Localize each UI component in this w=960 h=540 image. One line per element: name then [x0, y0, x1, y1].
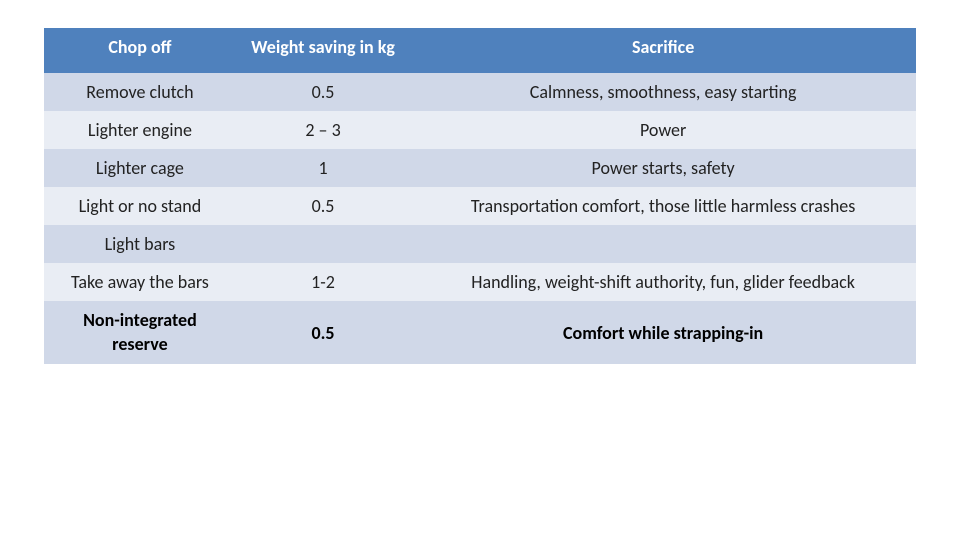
- table-cell: 0.5: [236, 301, 410, 364]
- table-cell: Power starts, safety: [410, 149, 916, 187]
- table-head: Chop off Weight saving in kg Sacrifice: [44, 28, 916, 73]
- table-row: Take away the bars1-2Handling, weight-sh…: [44, 263, 916, 301]
- header-row: Chop off Weight saving in kg Sacrifice: [44, 28, 916, 73]
- table-cell: Lighter cage: [44, 149, 236, 187]
- table-row: Lighter engine2 – 3Power: [44, 111, 916, 149]
- table-cell: 2 – 3: [236, 111, 410, 149]
- table-cell: Take away the bars: [44, 263, 236, 301]
- table-row: Light bars: [44, 225, 916, 263]
- table-cell: [236, 225, 410, 263]
- header-cell-chop-off: Chop off: [44, 28, 236, 73]
- table-cell: Calmness, smoothness, easy starting: [410, 73, 916, 111]
- table-body: Remove clutch0.5Calmness, smoothness, ea…: [44, 73, 916, 364]
- table-row: Lighter cage1Power starts, safety: [44, 149, 916, 187]
- table-cell: 0.5: [236, 73, 410, 111]
- table-cell: Light bars: [44, 225, 236, 263]
- table-cell: Comfort while strapping-in: [410, 301, 916, 364]
- table-cell: Power: [410, 111, 916, 149]
- table-container: Chop off Weight saving in kg Sacrifice R…: [0, 0, 960, 392]
- weight-savings-table: Chop off Weight saving in kg Sacrifice R…: [44, 28, 916, 364]
- header-cell-weight-saving: Weight saving in kg: [236, 28, 410, 73]
- table-cell: 0.5: [236, 187, 410, 225]
- table-cell: [410, 225, 916, 263]
- table-row: Light or no stand0.5Transportation comfo…: [44, 187, 916, 225]
- table-cell: Light or no stand: [44, 187, 236, 225]
- table-cell: Lighter engine: [44, 111, 236, 149]
- table-cell: 1: [236, 149, 410, 187]
- table-cell: Transportation comfort, those little har…: [410, 187, 916, 225]
- header-cell-sacrifice: Sacrifice: [410, 28, 916, 73]
- table-row: Non-integrated reserve0.5Comfort while s…: [44, 301, 916, 364]
- table-cell: Handling, weight-shift authority, fun, g…: [410, 263, 916, 301]
- table-cell: Remove clutch: [44, 73, 236, 111]
- table-cell: Non-integrated reserve: [44, 301, 236, 364]
- table-row: Remove clutch0.5Calmness, smoothness, ea…: [44, 73, 916, 111]
- table-cell: 1-2: [236, 263, 410, 301]
